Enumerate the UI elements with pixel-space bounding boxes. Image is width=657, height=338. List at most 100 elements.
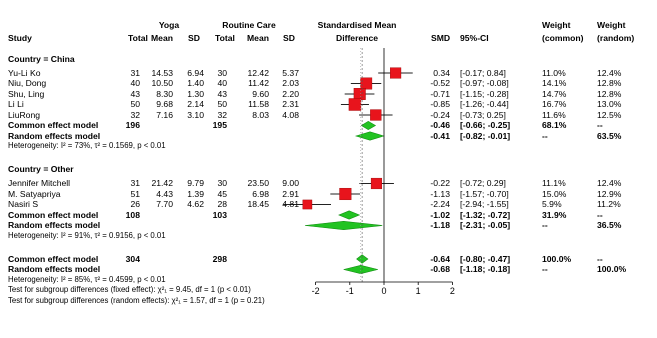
rc-total: 45 — [217, 188, 227, 199]
smd-value: -0.85 — [430, 99, 450, 109]
smd-value: -1.13 — [430, 188, 450, 199]
yoga-sd: 1.39 — [187, 188, 204, 199]
smd-value: -0.22 — [430, 178, 450, 188]
random-effect-label: Random effects model — [8, 130, 101, 141]
heterogeneity-overall: Heterogeneity: I² = 85%, τ² = 0.4599, p … — [8, 274, 166, 284]
effect-square — [360, 77, 373, 90]
weight-random: 13.0% — [597, 99, 622, 109]
effect-square — [348, 98, 362, 111]
weight-random: 12.5% — [597, 109, 622, 120]
effect-square — [390, 67, 402, 79]
study-name: Jennifer Mitchell — [8, 178, 71, 188]
ci-value: [-1.57; -0.70] — [460, 188, 509, 199]
subgroup-title: Country = China — [8, 53, 75, 64]
weight-random: 12.9% — [597, 188, 622, 199]
rc-mean: 11.58 — [248, 99, 269, 109]
yoga-sd: 6.94 — [187, 67, 204, 78]
rc-total: 30 — [217, 67, 227, 78]
smd-value: 0.34 — [433, 67, 450, 78]
heterogeneity-text: Heterogeneity: I² = 91%, τ² = 0.9156, p … — [8, 230, 166, 240]
yoga-total-summary: 304 — [125, 253, 140, 264]
smd-summary: -0.64 — [430, 253, 450, 264]
weight-common: 16.7% — [542, 99, 567, 109]
smd-value: -0.52 — [430, 78, 450, 88]
yoga-total: 43 — [130, 88, 140, 99]
common-effect-diamond — [356, 254, 369, 264]
rc-total-summary: 195 — [212, 120, 227, 130]
rc-sd: 2.91 — [282, 188, 299, 199]
subgroup-title: Country = Other — [8, 163, 74, 174]
x-axis-tick-label: 1 — [415, 285, 421, 296]
yoga-sd: 2.14 — [187, 99, 204, 109]
yoga-sd: 1.40 — [187, 78, 204, 88]
rc-mean: 11.42 — [248, 78, 269, 88]
ci-value: [-1.15; -0.28] — [460, 88, 509, 99]
ci-summary: [-1.32; -0.72] — [460, 209, 511, 220]
random-effect-diamond — [354, 131, 385, 141]
x-axis-tick-label: 2 — [449, 285, 455, 296]
yoga-mean: 10.50 — [151, 78, 173, 88]
smd-summary: -0.41 — [430, 130, 450, 141]
rc-mean: 9.60 — [252, 88, 269, 99]
rc-mean: 12.42 — [247, 67, 269, 78]
weight-random-summary: 100.0% — [597, 264, 627, 274]
heterogeneity-text: Heterogeneity: I² = 73%, τ² = 0.1569, p … — [8, 141, 166, 150]
yoga-sd: 1.30 — [187, 88, 204, 99]
rc-sd: 4.08 — [282, 109, 299, 120]
ci-header: 95%-CI — [460, 32, 489, 43]
study-name: Li Li — [8, 99, 24, 109]
yoga-total: 26 — [130, 199, 140, 209]
rc-sd: 4.81 — [282, 199, 299, 209]
yoga-group-header: Yoga — [158, 19, 180, 30]
yoga-total: 50 — [130, 99, 140, 109]
yoga-mean: 9.68 — [156, 99, 173, 109]
yoga-mean: 7.16 — [156, 109, 173, 120]
rc-total: 40 — [217, 78, 227, 88]
weight-random-summary: -- — [597, 253, 603, 264]
effect-square — [302, 199, 313, 210]
random-effect-label: Random effects model — [8, 264, 101, 274]
x-axis-tick-label: -2 — [311, 285, 320, 296]
rc-sd: 9.00 — [282, 178, 299, 188]
effect-square — [339, 187, 352, 201]
rc-sd: 2.20 — [282, 88, 299, 99]
weight-random: 12.8% — [597, 88, 622, 99]
rc-sd: 5.37 — [282, 67, 299, 78]
weight-random: 12.4% — [597, 67, 622, 78]
weight-common: 14.7% — [542, 88, 567, 99]
rc-total-summary: 298 — [212, 253, 227, 264]
study-name: Shu, Ling — [8, 88, 45, 99]
yoga-mean-header: Mean — [151, 32, 173, 43]
rc-sd: 2.03 — [282, 78, 299, 88]
rc-total-summary: 103 — [212, 209, 227, 220]
smd-summary: -0.68 — [430, 264, 450, 274]
smd-title-line1: Standardised Mean — [317, 19, 397, 30]
smd-value: -0.71 — [430, 88, 450, 99]
rc-sd: 2.31 — [282, 99, 299, 109]
x-axis-tick-label: -1 — [345, 285, 354, 296]
yoga-sd: 4.62 — [187, 199, 204, 209]
weight-common: 5.9% — [542, 199, 562, 209]
yoga-total: 32 — [130, 109, 140, 120]
weight-common-summary: 68.1% — [542, 120, 567, 130]
ci-value: [-1.26; -0.44] — [460, 99, 509, 109]
study-name: LiuRong — [8, 109, 41, 120]
smd-header: SMD — [431, 32, 451, 43]
rc-mean: 6.98 — [252, 188, 269, 199]
yoga-mean: 8.30 — [156, 88, 173, 99]
weight-random-header: Weight — [597, 19, 626, 30]
weight-random-summary: 63.5% — [597, 130, 622, 141]
common-effect-label: Common effect model — [8, 253, 99, 264]
ci-value: [-2.94; -1.55] — [460, 199, 509, 209]
random-effect-diamond — [304, 220, 383, 231]
yoga-sd-header: SD — [188, 32, 200, 43]
study-header: Study — [8, 32, 32, 43]
smd-summary: -0.46 — [430, 120, 450, 130]
yoga-sd: 3.10 — [187, 109, 204, 120]
common-effect-label: Common effect model — [8, 209, 99, 220]
weight-common-header: Weight — [542, 19, 571, 30]
ci-value: [-0.73; 0.25] — [460, 109, 506, 120]
smd-summary: -1.02 — [430, 209, 450, 220]
rc-total: 32 — [217, 109, 227, 120]
